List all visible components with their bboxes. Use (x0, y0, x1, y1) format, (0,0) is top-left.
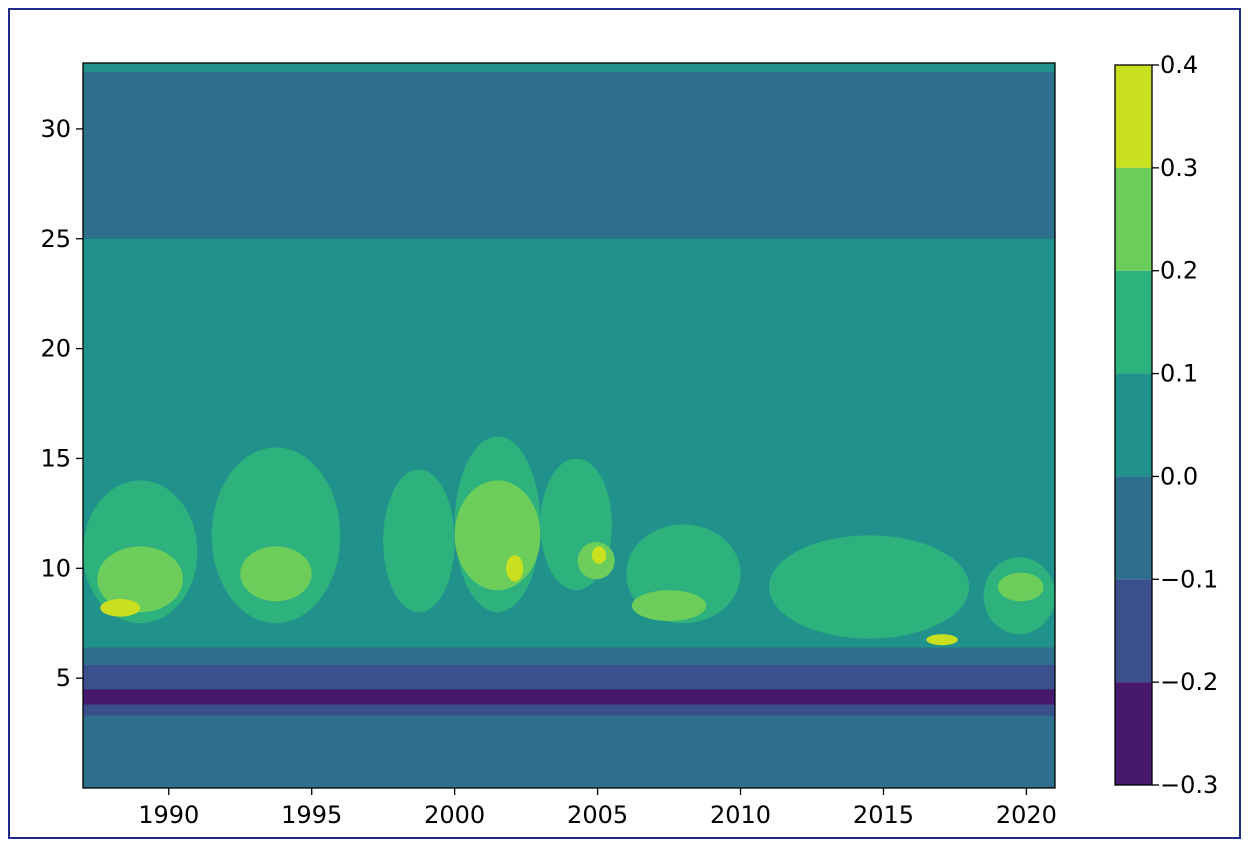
contour-region (454, 480, 541, 591)
colorbar-segment (1115, 476, 1152, 580)
contour-band (83, 664, 1055, 690)
contour-region (383, 469, 455, 613)
colorbar: −0.3 −0.2 −0.1 0.0 0.1 0.2 0.3 0.4 (1114, 51, 1218, 799)
colorbar-segment (1115, 167, 1152, 271)
colorbar-tick-label: 0.3 (1160, 154, 1198, 182)
colorbar-tick-label: 0.1 (1160, 360, 1198, 388)
y-axis: 5 10 15 20 25 30 (40, 115, 83, 692)
colorbar-segment (1115, 682, 1152, 785)
x-tick-label: 1990 (138, 801, 199, 829)
contour-band (83, 715, 1055, 788)
colorbar-tick-label: 0.2 (1160, 257, 1198, 285)
y-tick-label: 25 (40, 225, 71, 253)
contour-region (506, 555, 524, 582)
contour-figure: 1990 1995 2000 2005 2010 2015 2020 5 10 15 20 25 30… (40, 51, 1218, 829)
contour-band (83, 63, 1055, 72)
x-tick-label: 2020 (996, 801, 1057, 829)
contour-region (97, 546, 184, 613)
contour-region (769, 535, 970, 639)
x-tick-label: 1995 (281, 801, 342, 829)
x-tick-label: 2010 (710, 801, 771, 829)
colorbar-frame (1114, 64, 1153, 786)
contour-region (631, 590, 707, 622)
x-axis: 1990 1995 2000 2005 2010 2015 2020 (138, 788, 1057, 829)
contour-regions (83, 63, 1055, 788)
colorbar-tick-label: −0.2 (1160, 668, 1218, 696)
y-tick-label: 10 (40, 554, 71, 582)
contour-region (591, 546, 607, 564)
colorbar-tick-label: 0.4 (1160, 51, 1198, 79)
plot-frame (82, 62, 1056, 789)
contour-region (240, 546, 312, 602)
contour-region (997, 572, 1044, 602)
contour-band (83, 647, 1055, 665)
colorbar-segment (1115, 373, 1152, 477)
figure-frame: 1990 1995 2000 2005 2010 2015 2020 5 10 15 20 25 30… (8, 8, 1241, 839)
contour-band (83, 629, 1055, 648)
x-tick-label: 2000 (424, 801, 485, 829)
colorbar-segment (1115, 579, 1152, 683)
colorbar-segment (1115, 270, 1152, 374)
y-tick-label: 5 (56, 664, 71, 692)
contour-region (100, 599, 141, 617)
x-tick-label: 2005 (567, 801, 628, 829)
colorbar-tick-label: −0.3 (1160, 771, 1218, 799)
contour-band (83, 63, 1055, 239)
y-tick-label: 15 (40, 444, 71, 472)
colorbar-tick-label: −0.1 (1160, 565, 1218, 593)
y-tick-label: 20 (40, 335, 71, 363)
contour-band (83, 689, 1055, 705)
y-tick-label: 30 (40, 115, 71, 143)
contour-band (83, 704, 1055, 716)
colorbar-segment (1115, 65, 1152, 168)
contour-region (926, 634, 958, 646)
x-tick-label: 2015 (853, 801, 914, 829)
colorbar-tick-label: 0.0 (1160, 462, 1198, 490)
